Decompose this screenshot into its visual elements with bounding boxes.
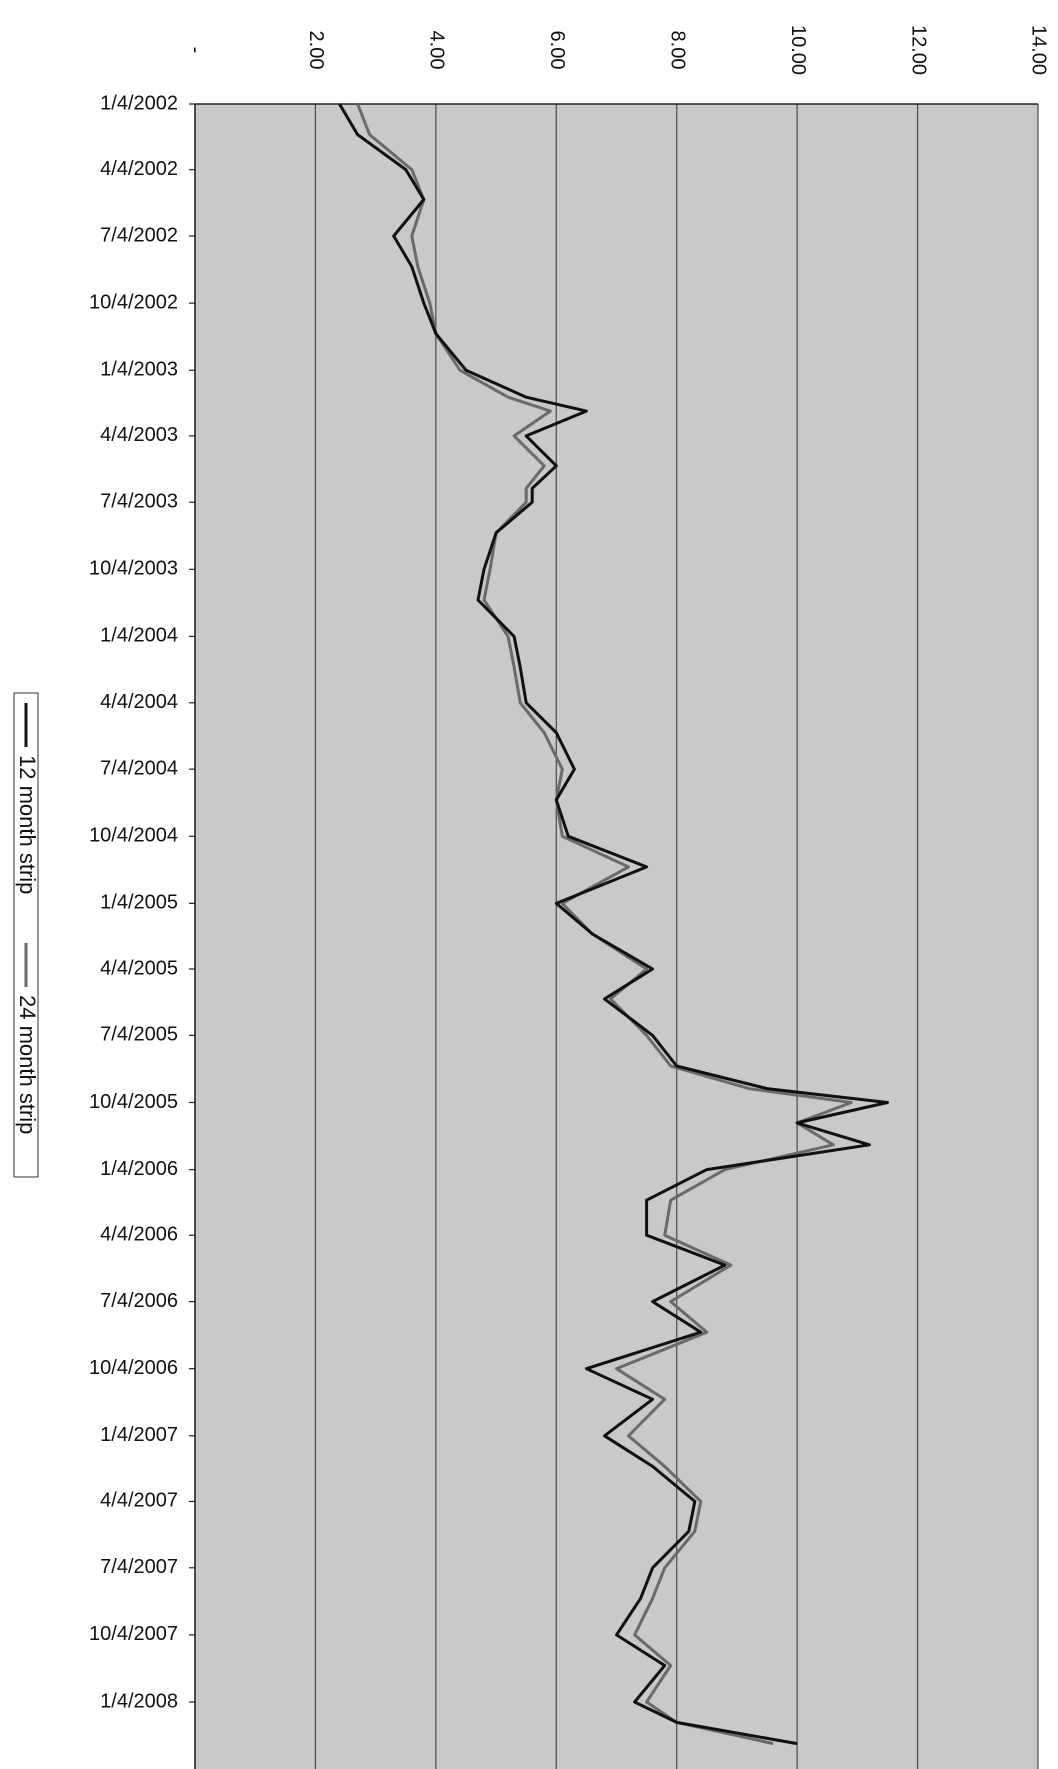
date-tick-label: 10/4/2006 <box>89 1357 178 1379</box>
date-tick-label: 4/4/2002 <box>100 158 178 180</box>
date-tick-label: 10/4/2003 <box>89 558 178 580</box>
date-tick-label: 10/4/2004 <box>89 825 178 847</box>
value-tick-label: - <box>185 47 207 54</box>
legend-box <box>13 692 39 1178</box>
date-tick-label: 7/4/2005 <box>100 1024 178 1046</box>
date-tick-label: 1/4/2004 <box>100 625 178 647</box>
series-line-12-month-strip <box>338 103 889 1746</box>
legend: 12 month strip 24 month strip <box>13 692 40 1178</box>
date-tick-label: 1/4/2006 <box>100 1158 178 1180</box>
date-tick-label: 10/4/2005 <box>89 1091 178 1113</box>
value-tick-label: 6.00 <box>546 31 568 70</box>
date-tick-label: 7/4/2003 <box>100 491 178 513</box>
plot-area <box>195 104 1038 1769</box>
series-lines <box>338 103 889 1746</box>
value-tick-label: 12.00 <box>907 25 929 75</box>
legend-label: 24 month strip <box>15 995 40 1134</box>
date-tick-label: 4/4/2006 <box>100 1223 178 1245</box>
date-axis: 1/4/2002 4/4/2002 7/4/2002 10/4/2002 1/4/200… <box>89 92 196 1769</box>
date-tick-label: 4/4/2005 <box>100 957 178 979</box>
value-axis: - 2.00 4.00 6.00 8.00 10.00 12.00 14.00 <box>185 25 1050 105</box>
date-tick-label: 1/4/2002 <box>100 92 178 114</box>
value-gridlines <box>194 104 1039 1769</box>
date-tick-label: 1/4/2005 <box>100 892 178 914</box>
date-tick-label: 4/4/2003 <box>100 424 178 446</box>
value-tick-label: 2.00 <box>305 31 327 70</box>
date-tick-label: 10/4/2007 <box>89 1623 178 1645</box>
date-tick-label: 4/4/2004 <box>100 691 178 713</box>
value-tick-label: 14.00 <box>1028 25 1050 75</box>
date-tick-label: 7/4/2004 <box>100 757 178 779</box>
legend-label: 12 month strip <box>15 755 40 894</box>
value-tick-label: 4.00 <box>426 31 448 70</box>
date-tick-label: 7/4/2006 <box>100 1290 178 1312</box>
date-tick-label: 7/4/2007 <box>100 1556 178 1578</box>
date-tick-label: 1/4/2007 <box>100 1424 178 1446</box>
value-tick-label: 10.00 <box>787 25 809 75</box>
date-tick-label: 4/4/2007 <box>100 1490 178 1512</box>
date-tick-label: 1/4/2003 <box>100 358 178 380</box>
date-tick-label: 7/4/2002 <box>100 224 178 246</box>
date-tick-label: 10/4/2002 <box>89 291 178 313</box>
date-tick-label: 1/4/2008 <box>100 1690 178 1712</box>
value-tick-label: 8.00 <box>666 31 688 70</box>
